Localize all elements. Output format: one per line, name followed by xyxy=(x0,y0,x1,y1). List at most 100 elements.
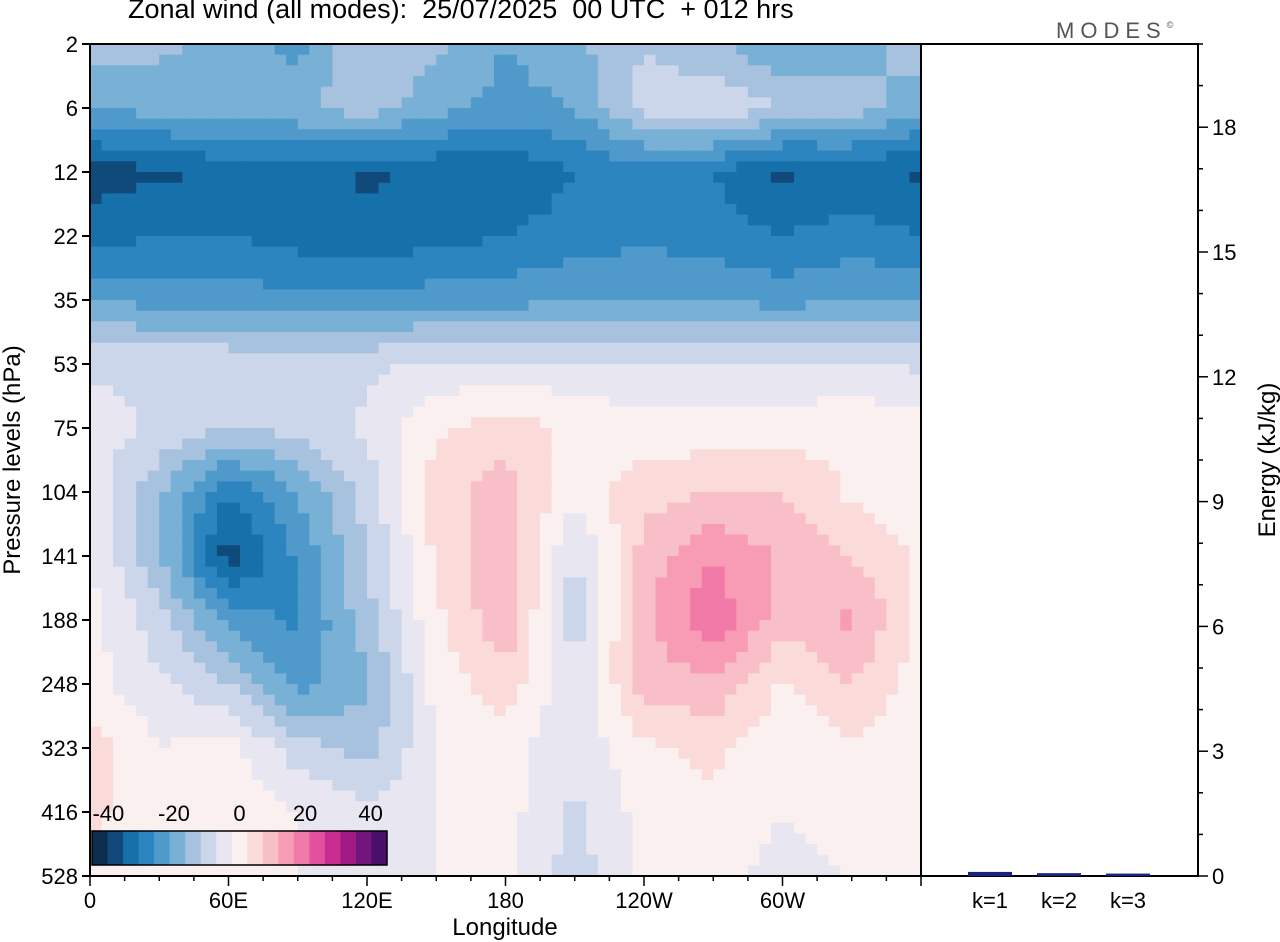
heatmap-cell xyxy=(770,513,784,525)
heatmap-cell xyxy=(828,460,841,472)
heatmap-cell xyxy=(563,684,576,696)
heatmap-cell xyxy=(667,417,680,429)
heatmap-cell xyxy=(597,705,610,717)
heatmap-cell xyxy=(794,374,807,386)
heatmap-cell xyxy=(459,97,472,109)
heatmap-cell xyxy=(563,257,576,269)
heatmap-cell xyxy=(759,108,772,120)
heatmap-cell xyxy=(390,342,403,354)
heatmap-cell xyxy=(586,641,599,653)
heatmap-cell xyxy=(736,641,749,653)
heatmap-cell xyxy=(263,65,276,77)
heatmap-cell xyxy=(205,161,218,173)
heatmap-cell xyxy=(794,588,807,600)
heatmap-cell xyxy=(378,524,391,536)
heatmap-cell xyxy=(609,716,622,728)
heatmap-cell xyxy=(470,129,484,141)
heatmap-cell xyxy=(620,684,634,696)
heatmap-cell xyxy=(678,598,691,610)
heatmap-cell xyxy=(193,342,207,354)
heatmap-cell xyxy=(436,97,449,109)
heatmap-cell xyxy=(228,662,241,674)
heatmap-cell xyxy=(159,108,172,120)
heatmap-cell xyxy=(378,108,391,120)
heatmap-cell xyxy=(678,108,691,120)
heatmap-cell xyxy=(586,236,599,248)
heatmap-cell xyxy=(378,556,391,568)
heatmap-cell xyxy=(770,641,784,653)
heatmap-cell xyxy=(713,726,726,738)
heatmap-cell xyxy=(724,310,737,322)
heatmap-cell xyxy=(644,748,657,760)
heatmap-cell xyxy=(667,577,680,589)
heatmap-cell xyxy=(505,406,518,418)
heatmap-cell xyxy=(632,716,645,728)
heatmap-cell xyxy=(355,44,368,56)
heatmap-cell xyxy=(228,44,241,56)
heatmap-cell xyxy=(713,161,726,173)
heatmap-cell xyxy=(817,150,830,162)
heatmap-cell xyxy=(378,204,391,216)
heatmap-cell xyxy=(701,630,714,642)
heatmap-cell xyxy=(874,289,887,301)
heatmap-cell xyxy=(240,684,253,696)
heatmap-cell xyxy=(436,268,449,280)
heatmap-cell xyxy=(770,65,784,77)
heatmap-cell xyxy=(690,652,703,664)
heatmap-cell xyxy=(401,694,414,706)
heatmap-cell xyxy=(805,737,818,749)
heatmap-cell xyxy=(770,630,784,642)
heatmap-cell xyxy=(897,310,911,322)
heatmap-cell xyxy=(205,716,218,728)
heatmap-cell xyxy=(678,257,691,269)
heatmap-cell xyxy=(782,620,795,632)
heatmap-cell xyxy=(690,65,703,77)
heatmap-cell xyxy=(563,193,576,205)
heatmap-cell xyxy=(874,108,887,120)
heatmap-cell xyxy=(759,193,772,205)
heatmap-cell xyxy=(436,545,449,557)
heatmap-cell xyxy=(713,310,726,322)
heatmap-cell xyxy=(413,225,426,237)
heatmap-cell xyxy=(632,225,645,237)
heatmap-cell xyxy=(378,182,391,194)
heatmap-cell xyxy=(205,470,218,482)
heatmap-cell xyxy=(574,652,587,664)
heatmap-cell xyxy=(828,118,841,130)
heatmap-cell xyxy=(586,438,599,450)
heatmap-cell xyxy=(563,268,576,280)
heatmap-cell xyxy=(228,364,241,376)
heatmap-cell xyxy=(216,737,230,749)
heatmap-cell xyxy=(251,780,264,792)
heatmap-cell xyxy=(574,449,587,461)
heatmap-cell xyxy=(413,769,426,781)
heatmap-cell xyxy=(436,470,449,482)
heatmap-cell xyxy=(332,524,345,536)
heatmap-cell xyxy=(124,129,137,141)
heatmap-cell xyxy=(482,449,495,461)
heatmap-cell xyxy=(251,182,264,194)
heatmap-cell xyxy=(367,204,380,216)
heatmap-cell xyxy=(113,342,126,354)
heatmap-cell xyxy=(309,342,322,354)
heatmap-cell xyxy=(505,662,518,674)
heatmap-cell xyxy=(216,214,230,226)
heatmap-cell xyxy=(528,566,541,578)
heatmap-cell xyxy=(413,748,426,760)
heatmap-cell xyxy=(540,172,553,184)
heatmap-cell xyxy=(747,492,761,504)
heatmap-cell xyxy=(447,662,460,674)
heatmap-cell xyxy=(90,524,103,536)
heatmap-cell xyxy=(678,278,691,290)
heatmap-cell xyxy=(897,716,911,728)
heatmap-cell xyxy=(886,129,899,141)
heatmap-cell xyxy=(159,172,172,184)
heatmap-cell xyxy=(517,86,530,98)
heatmap-cell xyxy=(274,150,287,162)
heatmap-cell xyxy=(147,86,160,98)
heatmap-cell xyxy=(505,652,518,664)
heatmap-cell xyxy=(770,662,784,674)
heatmap-cell xyxy=(136,524,149,536)
heatmap-cell xyxy=(378,620,391,632)
heatmap-cell xyxy=(736,524,749,536)
